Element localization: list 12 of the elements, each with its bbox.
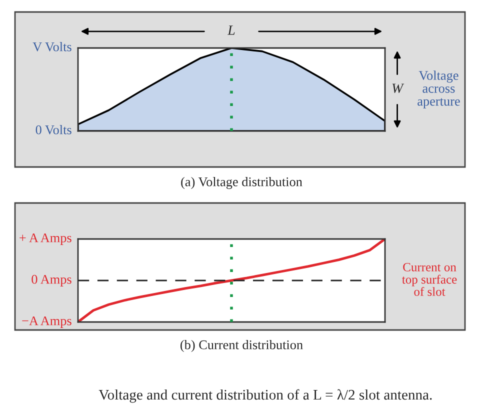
text: L — [227, 26, 235, 35]
text: (b) Current distribution — [180, 340, 303, 352]
text: −A Amps — [22, 316, 72, 328]
text: Current on top surface of slot — [402, 262, 457, 296]
text: W — [392, 84, 404, 94]
text: 0 Amps — [32, 274, 72, 286]
text: (a) Voltage distribution — [181, 177, 302, 189]
text: 0 Volts — [36, 125, 72, 134]
text: Voltage across aperture — [418, 70, 460, 108]
text: V Volts — [32, 42, 72, 52]
text: Voltage and current distribution of a L = λ/2 slot antenna. — [98, 389, 432, 403]
text: + A Amps — [20, 233, 72, 245]
